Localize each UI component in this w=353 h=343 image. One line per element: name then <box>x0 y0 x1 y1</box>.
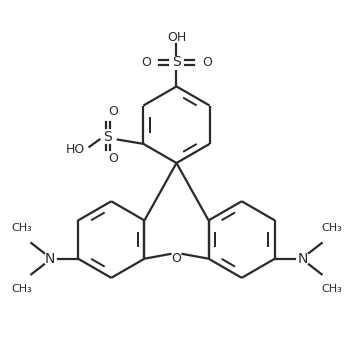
Text: CH₃: CH₃ <box>321 223 342 233</box>
Text: S: S <box>172 55 181 69</box>
Text: OH: OH <box>167 31 186 44</box>
Text: S: S <box>103 130 112 144</box>
Text: N: N <box>298 252 309 266</box>
Text: O: O <box>109 105 119 118</box>
Text: O: O <box>109 152 119 165</box>
Text: CH₃: CH₃ <box>321 284 342 294</box>
Text: HO: HO <box>66 143 85 156</box>
Text: O: O <box>141 56 151 69</box>
Text: O: O <box>202 56 212 69</box>
Text: N: N <box>44 252 55 266</box>
Text: CH₃: CH₃ <box>11 223 32 233</box>
Text: CH₃: CH₃ <box>11 284 32 294</box>
Text: O: O <box>172 252 181 265</box>
